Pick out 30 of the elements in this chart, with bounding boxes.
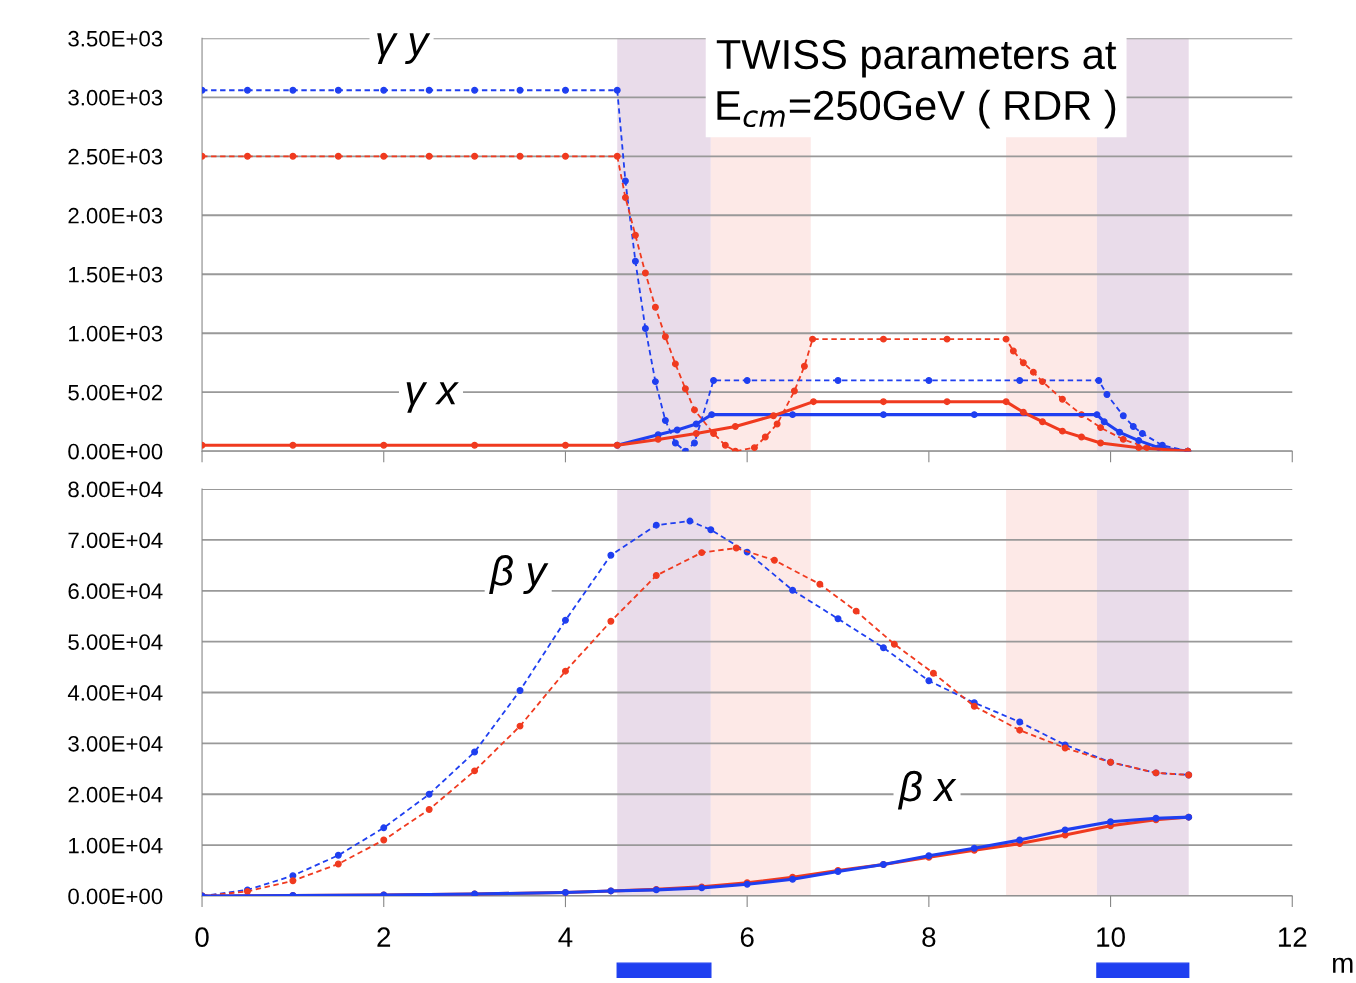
annotation: γ x	[406, 382, 459, 413]
annotation: γ y	[377, 33, 431, 64]
y-tick-label: 8.00E+04	[68, 481, 163, 498]
y-tick-label: 5.00E+02	[68, 384, 163, 401]
y-tick-label: 2.00E+04	[68, 786, 163, 803]
y-tick-label: 1.00E+04	[69, 837, 163, 854]
x-tick-label: 4	[558, 927, 573, 947]
y-tick-label: 0.00E+00	[68, 888, 163, 905]
y-tick-label: 7.00E+04	[68, 532, 163, 549]
y-tick-label: 1.00E+03	[69, 325, 163, 342]
y-tick-label: 2.00E+03	[68, 207, 163, 224]
y-tick-label: 4.00E+04	[67, 685, 163, 701]
x-tick-label: 6	[740, 927, 754, 947]
text: TWISS parameters at E$_{cm}$=250GeV ( RDR )	[716, 39, 1117, 129]
y-tick-label: 2.50E+03	[68, 148, 163, 165]
x-tick-label: 2	[377, 927, 391, 947]
y-tick-label: 3.50E+03	[68, 30, 163, 47]
y-tick-label: 6.00E+04	[68, 583, 163, 600]
x-tick-label: 12	[1278, 927, 1307, 947]
annotation: β x	[897, 770, 957, 810]
y-tick-label: 0.00E+00	[68, 443, 163, 460]
x-axis-title: m	[1333, 957, 1353, 973]
y-tick-label: 3.00E+03	[68, 89, 163, 106]
x-tick-label: 0	[195, 927, 209, 947]
y-tick-label: 5.00E+04	[68, 634, 163, 650]
annotation: β y	[489, 555, 549, 594]
x-tick-label: 10	[1097, 927, 1125, 947]
x-tick-label: 8	[922, 927, 936, 947]
y-tick-label: 1.50E+03	[69, 266, 163, 283]
y-tick-label: 3.00E+04	[68, 735, 163, 752]
